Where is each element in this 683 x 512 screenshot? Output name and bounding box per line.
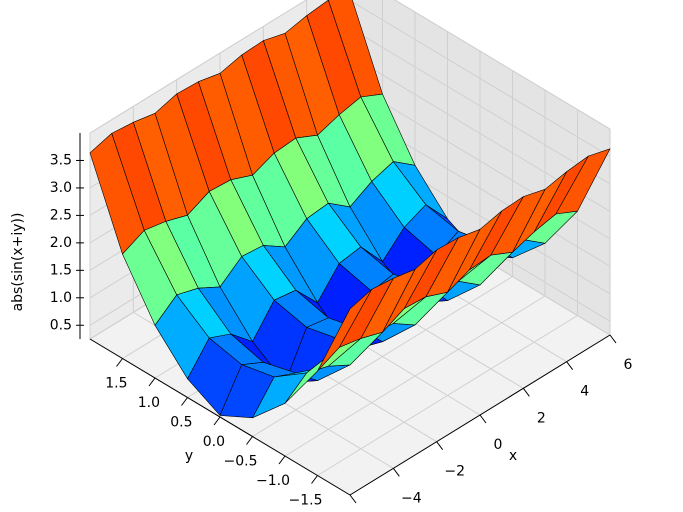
y-tick-label: 1.0 [138, 395, 160, 411]
y-tick-label: 0.0 [203, 434, 225, 450]
x-tick-label: 2 [537, 410, 546, 426]
x-tick-label: 0 [494, 437, 503, 453]
y-tick-label: 1.5 [105, 376, 127, 392]
tick-mark [311, 475, 318, 484]
grid-line [284, 295, 546, 457]
tick-mark [213, 416, 221, 426]
tick-mark [479, 414, 487, 424]
y-axis-label: y [185, 448, 193, 464]
tick-mark [278, 455, 286, 465]
y-tick-label: −0.5 [224, 454, 258, 470]
tick-mark [566, 361, 574, 370]
y-tick-label: −1.5 [289, 493, 323, 509]
x-tick-label: −2 [444, 464, 465, 480]
x-axis-line [349, 334, 611, 496]
x-tick-label: 6 [624, 357, 633, 373]
z-tick-label: 1.5 [50, 262, 72, 278]
tick-mark [522, 388, 530, 397]
tick-mark [349, 494, 357, 504]
grid-line [317, 315, 578, 476]
tick-mark [392, 468, 400, 477]
tick-mark [181, 397, 188, 406]
tick-mark [246, 436, 253, 445]
x-axis-label: x [509, 448, 517, 464]
tick-mark [116, 358, 123, 367]
x-tick-label: −4 [401, 490, 422, 506]
z-tick-label: 0.5 [50, 317, 72, 333]
z-tick-label: 3.5 [50, 152, 72, 168]
z-axis-label: abs(sin(x+iy)) [10, 213, 26, 312]
grid-line [349, 27, 611, 185]
z-tick-label: 1.0 [50, 290, 72, 306]
tick-mark [148, 377, 156, 387]
grid-line [349, 0, 611, 157]
x-tick-label: 4 [580, 384, 589, 400]
tick-mark [436, 441, 444, 450]
y-axis-line [89, 338, 351, 496]
surface-cell [317, 289, 373, 372]
z-tick-label: 2.0 [50, 235, 72, 251]
grid-line [252, 276, 513, 437]
z-tick-label: 2.5 [50, 207, 72, 223]
tick-mark [609, 334, 617, 344]
z-tick-label: 3.0 [50, 180, 72, 196]
y-tick-label: 0.5 [170, 415, 192, 431]
y-tick-label: −1.0 [256, 473, 290, 489]
